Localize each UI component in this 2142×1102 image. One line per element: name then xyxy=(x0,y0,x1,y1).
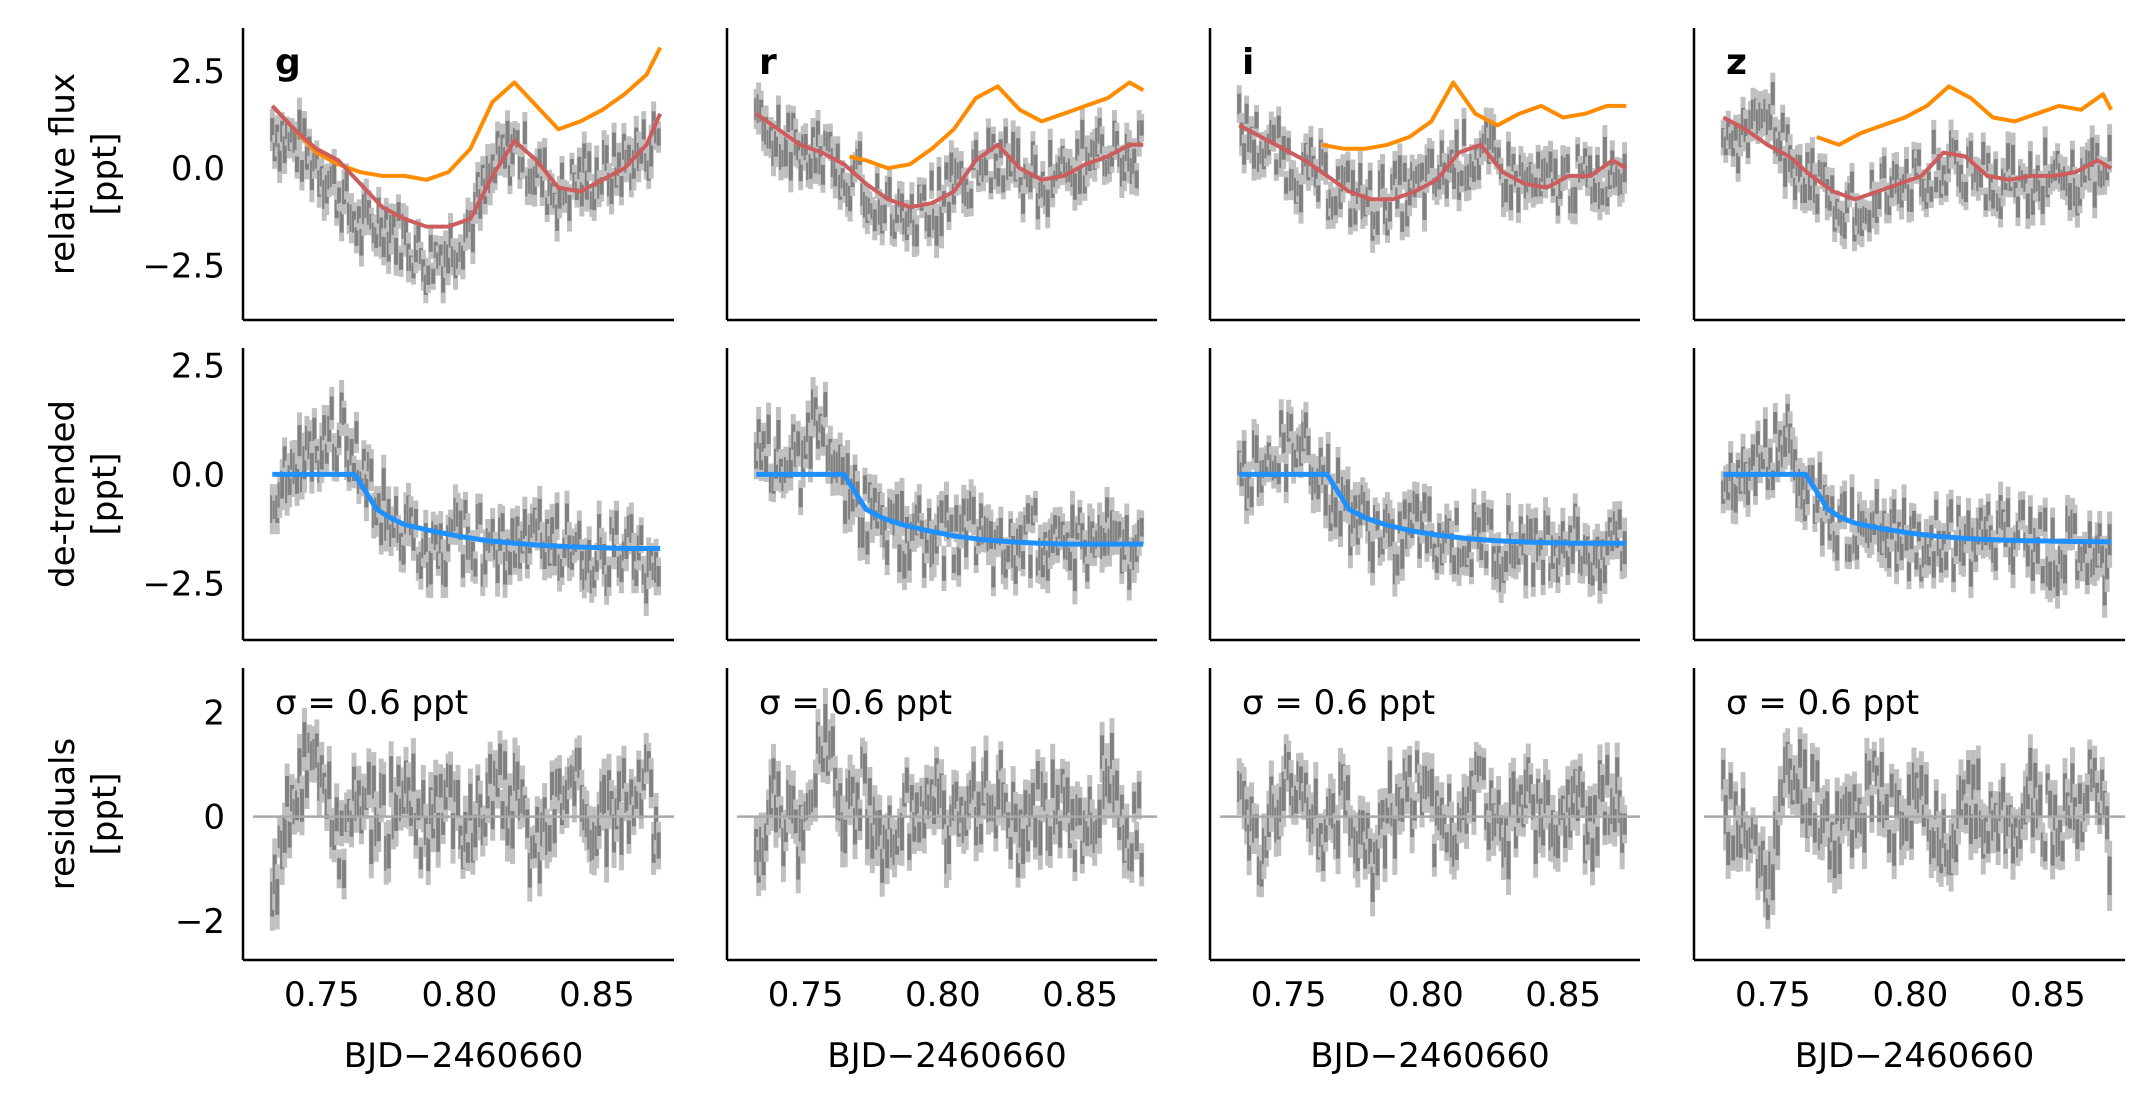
series-line-red xyxy=(270,104,663,229)
band-label: r xyxy=(759,42,777,83)
sigma-annotation: σ = 0.6 ppt xyxy=(1726,683,1919,723)
y-tick-label: 0.0 xyxy=(171,149,225,189)
series-line-orange xyxy=(1816,84,2113,147)
series-line-transit-model xyxy=(1239,471,1627,546)
x-tick-label: 0.85 xyxy=(1525,975,1601,1015)
row-1: de-trended[ppt] −2.5 0.0 2.5 xyxy=(43,346,2125,642)
series-line-orange xyxy=(1321,80,1627,151)
panel-residuals-g: −2 0 2 0.75 0.80 0.85 BJD−2460660 σ = 0.6 ppt xyxy=(175,668,674,1076)
x-axis-label: BJD−2460660 xyxy=(827,1036,1066,1076)
series-line-red xyxy=(1238,123,1628,202)
data-points xyxy=(1720,727,2113,929)
panel-relative-flux-r: r xyxy=(725,28,1157,322)
series-line-transit-model xyxy=(272,471,661,551)
sigma-annotation: σ = 0.6 ppt xyxy=(759,683,952,723)
data-points xyxy=(269,379,662,616)
y-tick-label: 2.5 xyxy=(171,52,225,92)
x-tick-label: 0.80 xyxy=(1388,975,1464,1015)
data-points xyxy=(1720,72,2113,252)
data-points xyxy=(1720,394,2113,618)
panel-residuals-r: 0.75 0.80 0.85 BJD−2460660 σ = 0.6 ppt xyxy=(725,668,1157,1076)
row-ylabel-line1: residuals xyxy=(43,738,83,890)
y-tick-label: 0.0 xyxy=(171,455,225,495)
sigma-annotation: σ = 0.6 ppt xyxy=(275,683,468,723)
x-tick-label: 0.85 xyxy=(559,975,635,1015)
x-tick-label: 0.75 xyxy=(768,975,844,1015)
series-line-orange xyxy=(849,80,1145,171)
data-points xyxy=(269,707,662,931)
sigma-annotation: σ = 0.6 ppt xyxy=(1242,683,1435,723)
x-tick-label: 0.80 xyxy=(905,975,981,1015)
panel-de-trended-r xyxy=(725,348,1157,642)
series-line-transit-model xyxy=(1723,471,2112,545)
panel-residuals-i: 0.75 0.80 0.85 BJD−2460660 σ = 0.6 ppt xyxy=(1208,668,1640,1076)
data-points xyxy=(753,82,1145,258)
x-tick-label: 0.85 xyxy=(1042,975,1118,1015)
row-ylabel-line1: relative flux xyxy=(43,73,83,275)
y-tick-label: 2 xyxy=(203,693,225,733)
series-line-transit-model xyxy=(756,471,1144,547)
x-axis-label: BJD−2460660 xyxy=(1795,1036,2034,1076)
x-axis-label: BJD−2460660 xyxy=(344,1036,583,1076)
series-line-orange xyxy=(270,46,662,182)
panel-relative-flux-z: z xyxy=(1692,28,2125,322)
x-tick-label: 0.80 xyxy=(1873,975,1949,1015)
band-label: z xyxy=(1726,42,1747,83)
row-ylabel: relative flux[ppt] xyxy=(43,73,125,275)
figure-root: relative flux[ppt]−2.50.02.5 g r i zde-trend… xyxy=(43,28,2125,1076)
x-tick-label: 0.75 xyxy=(1735,975,1811,1015)
row-ylabel-line1: de-trended xyxy=(43,400,83,588)
row-2: residuals[ppt] −2 0 2 0.75 0.80 0.85 BJD−246066… xyxy=(43,668,2125,1076)
row-ylabel-line2: [ppt] xyxy=(85,452,125,535)
y-tick-label: −2.5 xyxy=(142,564,225,604)
row-0: relative flux[ppt] −2.5 0.0 2.5 g r i z xyxy=(43,28,2125,322)
row-ylabel-line2: [ppt] xyxy=(85,132,125,215)
data-points xyxy=(269,97,662,304)
data-points xyxy=(1236,734,1628,917)
data-points xyxy=(1236,399,1628,604)
x-tick-label: 0.85 xyxy=(2010,975,2086,1015)
y-tick-label: −2 xyxy=(175,902,225,942)
series-line-red xyxy=(755,112,1144,210)
series-line-red xyxy=(1722,115,2113,202)
band-label: g xyxy=(275,42,301,83)
panel-relative-flux-i: i xyxy=(1208,28,1640,322)
row-ylabel: residuals[ppt] xyxy=(43,738,125,890)
data-points xyxy=(1236,85,1628,253)
data-points xyxy=(753,377,1145,605)
x-tick-label: 0.75 xyxy=(1251,975,1327,1015)
x-tick-label: 0.75 xyxy=(284,975,360,1015)
panel-de-trended-g: −2.5 0.0 2.5 xyxy=(142,346,674,642)
panel-de-trended-z xyxy=(1692,348,2125,642)
row-ylabel-line2: [ppt] xyxy=(85,772,125,855)
row-ylabel: de-trended[ppt] xyxy=(43,400,125,588)
y-tick-label: −2.5 xyxy=(142,246,225,286)
panel-relative-flux-g: −2.5 0.0 2.5 g xyxy=(142,28,674,322)
band-label: i xyxy=(1242,42,1254,83)
y-tick-label: 0 xyxy=(203,798,225,838)
panel-de-trended-i xyxy=(1208,348,1640,642)
x-tick-label: 0.80 xyxy=(422,975,498,1015)
x-axis-label: BJD−2460660 xyxy=(1310,1036,1549,1076)
panel-residuals-z: 0.75 0.80 0.85 BJD−2460660 σ = 0.6 ppt xyxy=(1692,668,2125,1076)
y-tick-label: 2.5 xyxy=(171,346,225,386)
